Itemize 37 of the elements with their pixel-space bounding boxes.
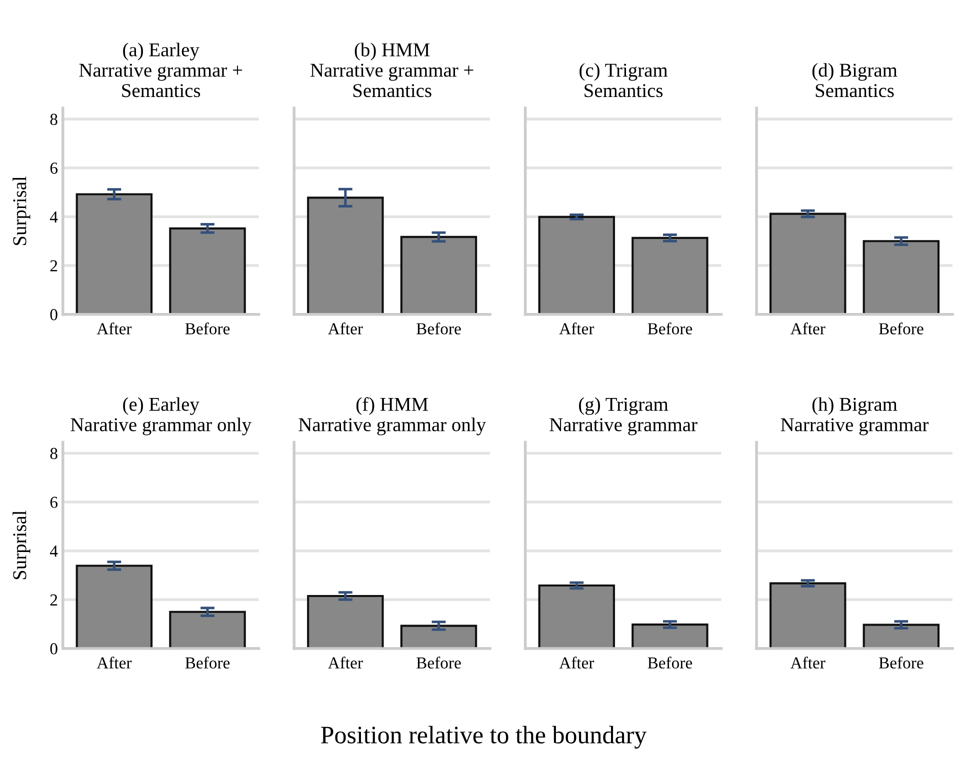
x-tick-label: Before xyxy=(878,322,924,334)
x-tick-label: Before xyxy=(648,322,692,334)
chart-title: (b) HMM Narrative grammar + Semantics xyxy=(310,42,474,98)
x-tick-label: After xyxy=(790,322,826,334)
x-tick-label: After xyxy=(96,656,132,669)
y-tick-label: 4 xyxy=(50,212,58,222)
chart-title: (g) Trigram Narrative grammar xyxy=(550,397,698,436)
y-tick-label: 8 xyxy=(50,114,58,126)
x-tick-label: Before xyxy=(648,656,692,669)
chart-title: (a) Earley Narrative grammar + Semantics xyxy=(79,42,242,98)
y-tick-label: 4 xyxy=(50,546,58,557)
x-tick-label: After xyxy=(559,322,594,334)
y-tick-label: 0 xyxy=(50,643,58,654)
x-tick-label: After xyxy=(328,656,363,669)
y-tick-label: 2 xyxy=(50,260,58,272)
x-axis-title: Position relative to the boundary xyxy=(321,726,647,749)
chart-title: (e) Earley Narative grammar only xyxy=(70,397,252,436)
y-tick-label: 6 xyxy=(50,496,58,508)
x-tick-label: After xyxy=(559,656,594,669)
x-tick-label: Before xyxy=(185,322,230,334)
x-tick-label: Before xyxy=(878,656,924,669)
y-axis-title: Surprisal xyxy=(12,176,30,246)
x-tick-label: After xyxy=(790,656,826,669)
chart-title: (f) HMM Narrative grammar only xyxy=(298,397,486,436)
y-axis-title: Surprisal xyxy=(12,510,30,580)
x-tick-label: After xyxy=(328,322,363,334)
x-tick-label: Before xyxy=(416,322,461,334)
y-tick-label: 2 xyxy=(50,594,58,606)
x-tick-label: Before xyxy=(416,656,461,669)
y-tick-label: 0 xyxy=(50,309,58,320)
chart-title: (h) Bigram Narrative grammar xyxy=(780,397,929,436)
x-tick-label: Before xyxy=(185,656,230,669)
y-tick-label: 6 xyxy=(50,162,58,174)
chart-title: (c) Trigram Semantics xyxy=(580,63,668,98)
chart-title: (d) Bigram Semantics xyxy=(812,63,898,98)
y-tick-label: 8 xyxy=(50,448,58,460)
x-tick-label: After xyxy=(96,322,132,334)
